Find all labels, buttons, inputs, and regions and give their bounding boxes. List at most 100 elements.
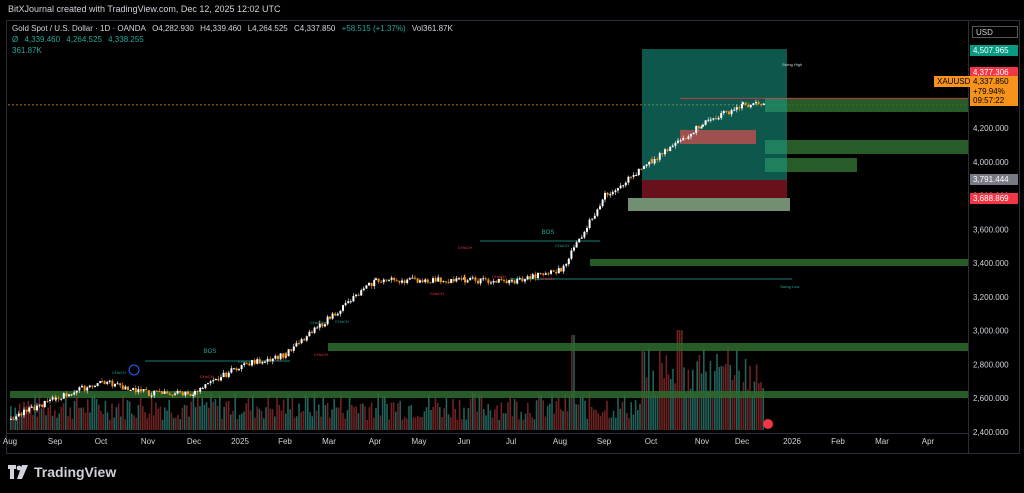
candle-body <box>266 358 269 362</box>
volume-bar <box>45 415 47 430</box>
volume-bar <box>458 399 461 430</box>
volume-bar <box>733 374 736 430</box>
candle-body <box>201 387 204 389</box>
volume-bar <box>678 330 681 430</box>
candle-body <box>103 381 106 384</box>
volume-bar <box>568 396 571 430</box>
volume-bar <box>577 404 580 430</box>
volume-bar <box>164 407 166 430</box>
candle-body <box>245 363 248 365</box>
volume-bar <box>236 419 239 430</box>
volume-bar <box>144 412 146 430</box>
volume-bar <box>313 393 316 430</box>
volume-bar <box>16 417 19 430</box>
volume-bar <box>106 412 109 430</box>
volume-bar <box>364 406 366 430</box>
candle-body <box>209 381 212 384</box>
volume-bar <box>342 413 344 430</box>
volume-bar <box>692 369 694 430</box>
volume-bar <box>102 413 104 430</box>
volume-bar <box>731 380 734 430</box>
volume-bar <box>487 403 489 430</box>
time-tick-label: Aug <box>553 437 567 446</box>
volume-bar <box>18 403 21 430</box>
candle-body <box>424 279 427 283</box>
candle-body <box>91 385 94 387</box>
candle-body <box>695 126 698 133</box>
candle-body <box>38 404 41 406</box>
volume-bar <box>516 401 518 430</box>
candle-body <box>187 391 189 395</box>
volume-bar <box>76 393 78 430</box>
candle-body <box>490 282 492 284</box>
candle-body <box>83 385 86 391</box>
volume-bar <box>549 403 551 430</box>
candle-body <box>62 393 65 399</box>
volume-bar <box>95 399 98 430</box>
candle-body <box>403 280 406 283</box>
candle-body <box>511 280 513 282</box>
volume-bar <box>736 349 738 430</box>
candle-body <box>547 273 550 275</box>
volume-bar <box>762 388 764 430</box>
candle-body <box>326 316 329 325</box>
volume-bar <box>542 400 544 430</box>
volume-bar <box>329 417 331 430</box>
volume-bar <box>643 351 646 430</box>
candle-body <box>720 113 723 118</box>
candle-body <box>282 353 285 358</box>
candle-body <box>591 218 594 220</box>
candle-body <box>524 279 526 282</box>
candle-body <box>349 301 352 303</box>
candle-body <box>741 104 743 109</box>
price-axis[interactable] <box>968 20 1020 454</box>
brand-name: TradingView <box>34 464 117 480</box>
volume-bar <box>395 411 397 430</box>
candle-body <box>238 369 240 371</box>
candle-body <box>521 278 524 282</box>
chart-pane[interactable] <box>6 20 1020 454</box>
volume-bar <box>331 409 333 430</box>
candle-body <box>148 393 150 396</box>
volume-bar <box>254 417 256 430</box>
volume-bar <box>494 409 496 430</box>
candle-body <box>385 279 388 281</box>
volume-bar <box>469 398 472 430</box>
candle-body <box>70 394 73 396</box>
volume-bar <box>89 412 91 430</box>
volume-bar <box>694 392 696 430</box>
candle-body <box>656 159 659 161</box>
volume-bar <box>359 404 362 430</box>
volume-bar <box>747 389 749 430</box>
candle-body <box>717 117 720 120</box>
volume-bar <box>225 401 228 430</box>
candle-body <box>593 215 596 219</box>
candle-body <box>321 323 324 327</box>
marker-circle <box>128 364 140 376</box>
volume-bar <box>210 392 212 430</box>
candle-body <box>357 294 360 296</box>
take-profit-price-tag: 4,507.965 <box>970 45 1018 56</box>
volume-bar <box>491 417 494 430</box>
time-tick-label: 2026 <box>783 437 801 446</box>
volume-bar <box>518 419 520 430</box>
candle-body <box>279 353 282 360</box>
time-tick-label: Sep <box>597 437 612 446</box>
price-tick-label: 3,200.000 <box>973 293 1009 302</box>
candle-body <box>181 392 184 396</box>
volume-bar <box>390 402 393 430</box>
volume-bar <box>67 416 69 430</box>
candle-body <box>46 401 49 403</box>
candle-body <box>687 136 690 139</box>
currency-label[interactable]: USD <box>972 26 1018 38</box>
candle-body <box>671 145 674 147</box>
candle-body <box>153 390 156 396</box>
candle-body <box>274 355 277 359</box>
ma-value: 4,264.525 <box>66 35 102 44</box>
candle-body <box>537 272 539 278</box>
volume-bar <box>318 404 320 430</box>
volume-bar <box>58 413 60 430</box>
candle-body <box>124 386 127 390</box>
choch-label: CHoCH <box>314 352 328 357</box>
volume-bar <box>637 410 639 430</box>
